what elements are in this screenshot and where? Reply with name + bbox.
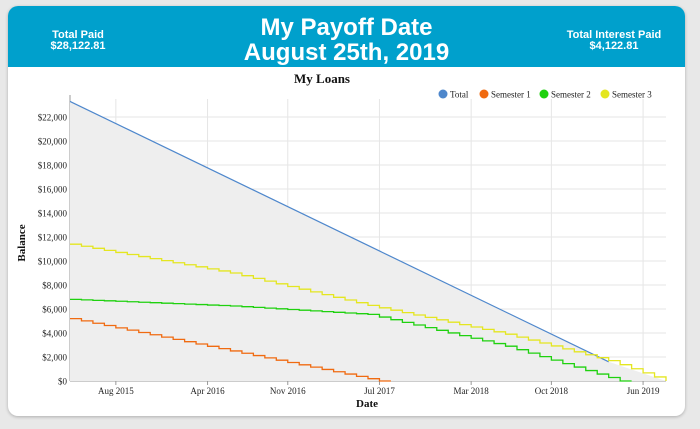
legend-label: Semester 3	[612, 90, 652, 100]
total-area-fill	[70, 101, 666, 382]
legend-label: Semester 1	[491, 90, 531, 100]
legend-marker-semester-1	[479, 89, 489, 99]
title-line1: My Payoff Date	[260, 14, 433, 41]
y-tick-label: $12,000	[38, 233, 68, 243]
y-axis-label: Balance	[16, 224, 28, 261]
chart-title: My Loans	[294, 71, 350, 86]
y-tick-label: $6,000	[42, 305, 67, 315]
y-tick-label: $18,000	[38, 161, 68, 171]
y-tick-label: $8,000	[42, 281, 67, 291]
x-tick-label: Jul 2017	[364, 386, 395, 396]
series-line-semester-3	[70, 243, 667, 381]
x-tick-label: Apr 2016	[190, 386, 225, 396]
payoff-date: August 25th, 2019	[243, 39, 450, 66]
y-tick-label: $22,000	[38, 113, 68, 123]
page-title: My Payoff Date August 25th, 2019	[178, 15, 515, 65]
total-paid-label: Total Paid	[52, 29, 104, 41]
x-axis-label: Date	[356, 398, 378, 410]
y-tick-label: $0	[58, 377, 68, 387]
y-tick-label: $4,000	[42, 329, 67, 339]
y-tick-label: $10,000	[38, 257, 68, 267]
x-tick-label: Jun 2019	[627, 386, 660, 396]
total-interest-value: $4,122.81	[589, 40, 639, 52]
x-tick-label: Oct 2018	[535, 386, 569, 396]
y-tick-label: $16,000	[38, 185, 68, 195]
total-paid-stat: Total Paid $28,122.81	[8, 30, 158, 52]
x-tick-label: Mar 2018	[454, 386, 490, 396]
legend-marker-semester-2	[539, 89, 549, 99]
total-series-line	[69, 100, 609, 363]
header-banner: Total Paid $28,122.81 My Payoff Date Aug…	[8, 6, 685, 67]
legend-marker-semester-3	[600, 89, 610, 99]
x-tick-label: Aug 2015	[98, 386, 134, 396]
x-tick-label: Nov 2016	[270, 386, 306, 396]
y-tick-label: $20,000	[38, 137, 68, 147]
series-line-semester-1	[70, 317, 391, 382]
series-line-semester-2	[70, 298, 632, 382]
total-interest-label: Total Interest Paid	[566, 29, 662, 41]
y-tick-label: $14,000	[38, 209, 68, 219]
legend-label: Semester 2	[551, 90, 591, 100]
legend-marker-total	[438, 89, 448, 99]
total-interest-stat: Total Interest Paid $4,122.81	[534, 30, 685, 52]
total-paid-value: $28,122.81	[50, 40, 106, 52]
legend-label: Total	[450, 90, 469, 100]
y-tick-label: $2,000	[42, 353, 67, 363]
